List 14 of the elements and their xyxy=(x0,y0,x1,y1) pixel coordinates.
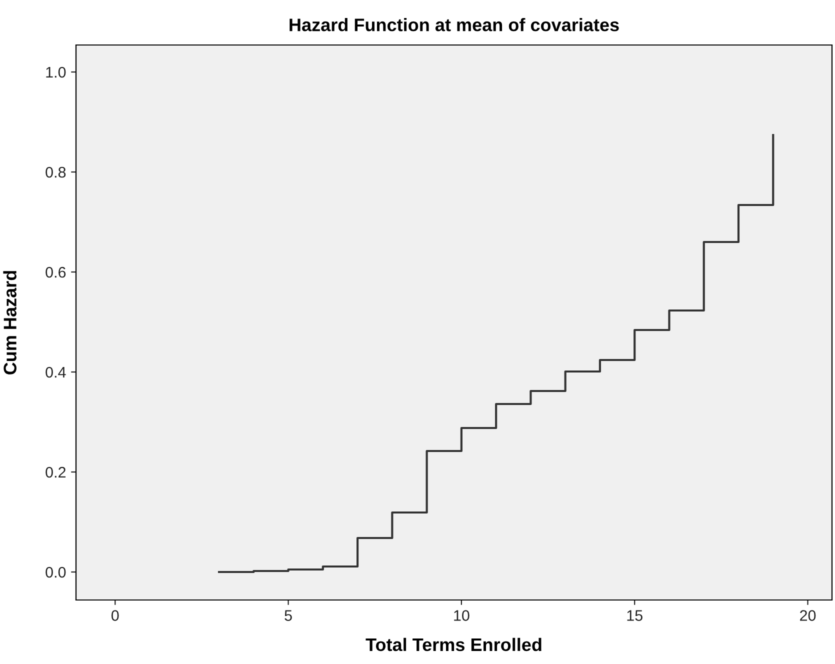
x-tick-label: 0 xyxy=(111,610,119,621)
y-tick-label: 0.6 xyxy=(46,266,66,278)
chart-title: Hazard Function at mean of covariates xyxy=(290,18,619,32)
y-tick-label: 0.8 xyxy=(46,166,66,178)
y-tick-label: 0.0 xyxy=(46,566,66,578)
x-tick-label: 10 xyxy=(454,610,470,621)
x-tick-label: 5 xyxy=(284,610,292,621)
x-tick-label: 20 xyxy=(800,610,816,621)
x-axis-title: Total Terms Enrolled xyxy=(366,638,542,652)
x-tick-label: 15 xyxy=(627,610,642,621)
y-tick-label: 0.4 xyxy=(46,366,66,378)
y-tick-label: 1.0 xyxy=(46,66,66,78)
y-tick-label: 0.2 xyxy=(46,466,66,478)
y-axis-title: Cum Hazard xyxy=(3,271,16,374)
